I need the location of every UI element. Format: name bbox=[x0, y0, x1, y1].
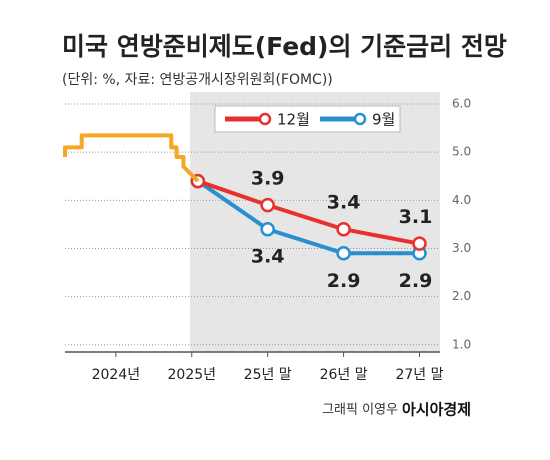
x-tick-label: 2024년 bbox=[92, 367, 141, 383]
series-line bbox=[63, 133, 200, 183]
value-label: 3.4 bbox=[327, 192, 361, 214]
point bbox=[412, 236, 427, 251]
y-tick-label: 6.0 bbox=[452, 97, 471, 111]
value-label: 3.4 bbox=[251, 246, 285, 268]
point bbox=[260, 197, 275, 213]
y-tick-label: 2.0 bbox=[452, 289, 471, 303]
x-tick-label: 26년 말 bbox=[320, 367, 368, 383]
legend-marker bbox=[258, 112, 272, 126]
point bbox=[260, 221, 275, 237]
series-line bbox=[197, 179, 420, 246]
y-tick-label: 3.0 bbox=[452, 241, 471, 255]
legend-label: 9월 bbox=[372, 111, 395, 129]
value-label: 3.1 bbox=[399, 206, 433, 228]
x-tick-label: 2025년 bbox=[168, 367, 217, 383]
series-line bbox=[196, 179, 420, 256]
legend-label: 12월 bbox=[277, 111, 310, 129]
value-label: 2.9 bbox=[399, 270, 433, 292]
point bbox=[336, 221, 351, 237]
credit: 그래픽 이영우 bbox=[322, 403, 398, 418]
y-tick-label: 4.0 bbox=[452, 193, 471, 207]
chart-subtitle: (단위: %, 자료: 연방공개시장위원회(FOMC)) bbox=[62, 72, 333, 88]
legend-marker bbox=[353, 112, 367, 126]
value-label: 2.9 bbox=[327, 270, 361, 292]
y-tick-label: 1.0 bbox=[452, 337, 471, 351]
y-tick-label: 5.0 bbox=[452, 145, 471, 159]
chart-title: 미국 연방준비제도(Fed)의 기준금리 전망 bbox=[62, 32, 507, 61]
value-label: 3.9 bbox=[251, 168, 285, 190]
publisher: 아시아경제 bbox=[402, 401, 471, 419]
x-tick-label: 27년 말 bbox=[395, 367, 443, 383]
x-tick-label: 25년 말 bbox=[244, 367, 292, 383]
point bbox=[336, 246, 351, 261]
